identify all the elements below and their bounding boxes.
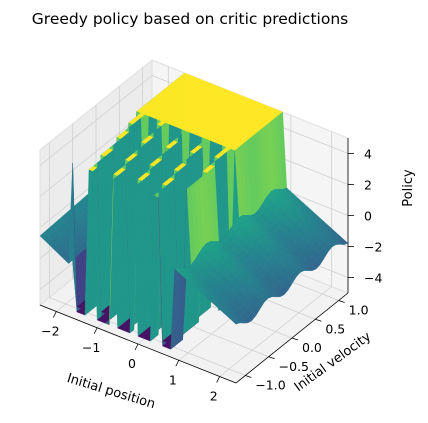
y-tick-mark (315, 318, 322, 322)
x-axis-label: Initial position (65, 371, 157, 412)
z-tick-label: 4 (364, 147, 372, 162)
x-tick-mark (93, 327, 98, 334)
x-tick-label: 0 (128, 356, 136, 371)
z-tick-label: 0 (364, 209, 372, 224)
y-tick-mark (268, 356, 275, 360)
policy-surface (39, 72, 349, 350)
tick-labels: −2 −1 0 1 2 −1.0 −0.5 0.00.5 1.0 −4 −2 0 2 4 (41, 147, 382, 404)
x-tick-label: −1 (82, 340, 100, 355)
y-tick-label: −0.5 (279, 359, 309, 374)
surface-patch (231, 318, 241, 325)
z-axis-label: Policy (401, 169, 416, 207)
x-tick-mark (175, 360, 180, 367)
z-grid-line (39, 75, 153, 166)
y-tick-label: 0.5 (325, 321, 345, 336)
z-tick-label: 2 (364, 178, 372, 193)
y-tick-label: 0.0 (302, 340, 322, 355)
z-tick-label: −4 (364, 271, 382, 286)
y-tick-mark (338, 300, 345, 303)
chart-title: Greedy policy based on critic prediction… (31, 10, 349, 28)
x-tick-label: −2 (41, 324, 59, 339)
x-tick-label: 2 (210, 389, 218, 404)
x-tick-mark (216, 376, 221, 383)
x-tick-label: 1 (169, 372, 177, 387)
z-tick-label: −2 (364, 240, 382, 255)
y-tick-mark (245, 375, 252, 378)
y-tick-mark (291, 337, 299, 341)
x-tick-mark (52, 311, 57, 318)
y-tick-label: −1.0 (255, 378, 285, 393)
y-tick-label: 1.0 (349, 303, 369, 318)
x-tick-mark (134, 343, 139, 351)
